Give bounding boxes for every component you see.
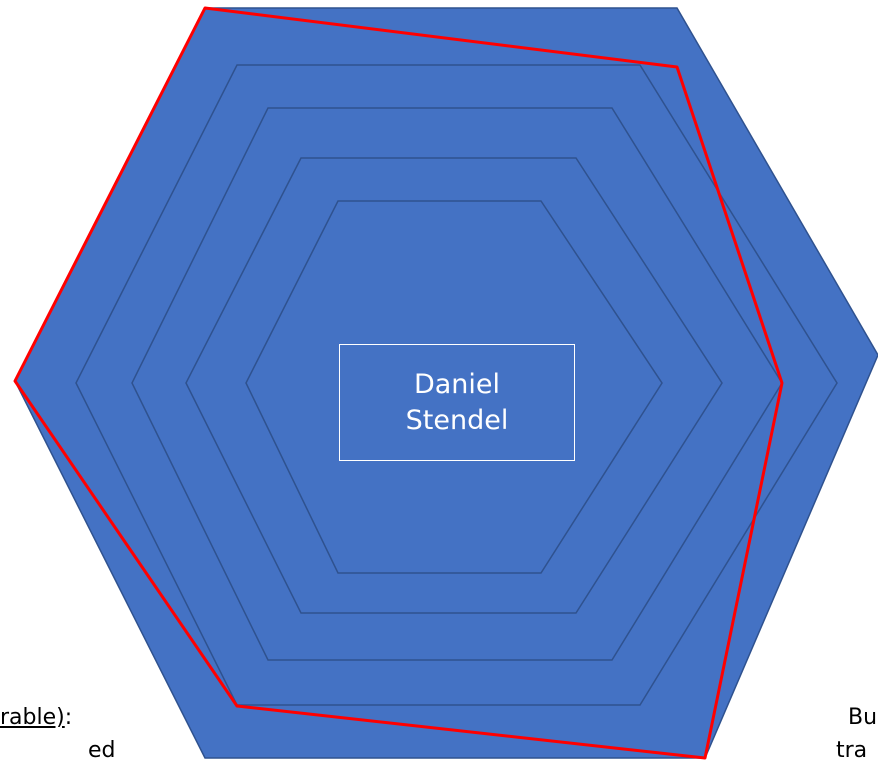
ring-3 [131, 107, 783, 661]
center-name-box: Daniel Stendel [339, 344, 575, 461]
center-name-line2: Stendel [405, 404, 509, 436]
ring-1 [245, 200, 663, 574]
left-caption: rable): [0, 705, 72, 730]
ring-4 [75, 64, 838, 706]
right-caption-line1: Bu [848, 705, 878, 730]
left-caption-line2: ed [88, 738, 116, 763]
ring-2 [185, 157, 723, 614]
left-caption-suffix: : [64, 705, 73, 730]
right-caption-line2: tra [836, 738, 868, 763]
left-caption-underlined: rable) [0, 705, 65, 730]
center-name-line1: Daniel [413, 368, 501, 400]
profile-polygon [13, 6, 784, 760]
